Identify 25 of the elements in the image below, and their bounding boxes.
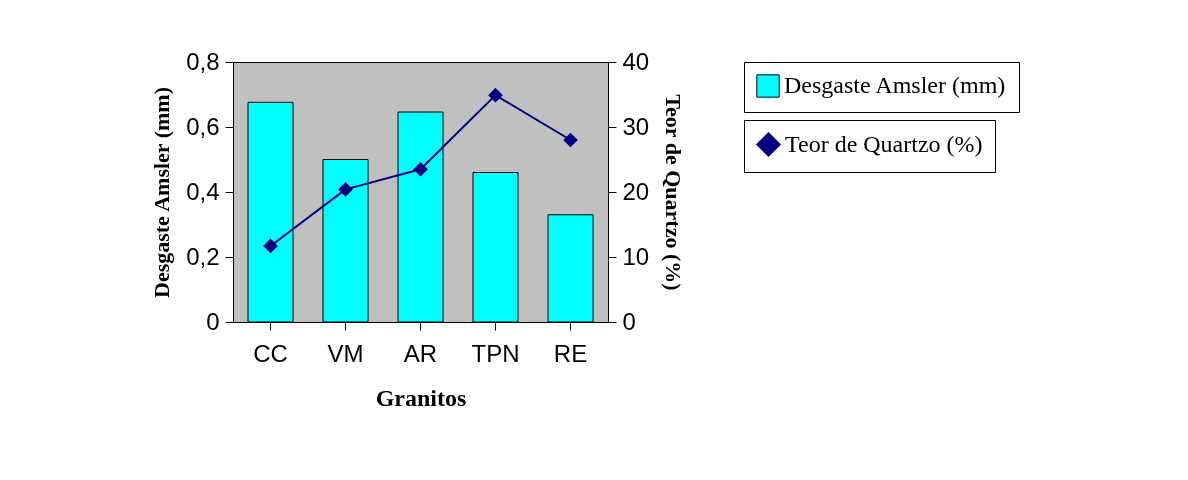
point: [263, 239, 278, 253]
point: [563, 133, 578, 147]
y2-tick-label: 40: [622, 47, 650, 75]
y2-axis-title: Teor de Quartzo (%): [661, 94, 687, 291]
y-tick-label: 0,8: [186, 47, 220, 75]
y2-tick-label: 30: [622, 112, 650, 140]
point: [413, 162, 428, 177]
y-tick-label: 0,6: [186, 112, 220, 140]
x-tick-label: AR: [403, 339, 438, 367]
x-tick-label: VM: [327, 339, 364, 367]
x-tick-label: CC: [253, 339, 288, 367]
point: [488, 88, 503, 103]
y-tick-label: 0,2: [186, 242, 220, 270]
y2-tick-label: 20: [622, 177, 650, 205]
x-tick-label: RE: [553, 339, 588, 367]
legend-label: Teor de Quartzo (%): [785, 130, 983, 157]
point: [338, 182, 353, 197]
y2-tick-label: 10: [622, 242, 650, 270]
y-axis-title: Desgaste Amsler (mm): [149, 87, 175, 298]
x-axis-title: Granitos: [375, 384, 467, 411]
x-tick-label: TPN: [471, 339, 520, 367]
y-tick-label: 0: [206, 307, 220, 335]
legend-label: Desgaste Amsler (mm): [784, 72, 1006, 98]
y2-tick-label: 0: [622, 307, 636, 335]
y-tick-label: 0,4: [186, 177, 220, 205]
